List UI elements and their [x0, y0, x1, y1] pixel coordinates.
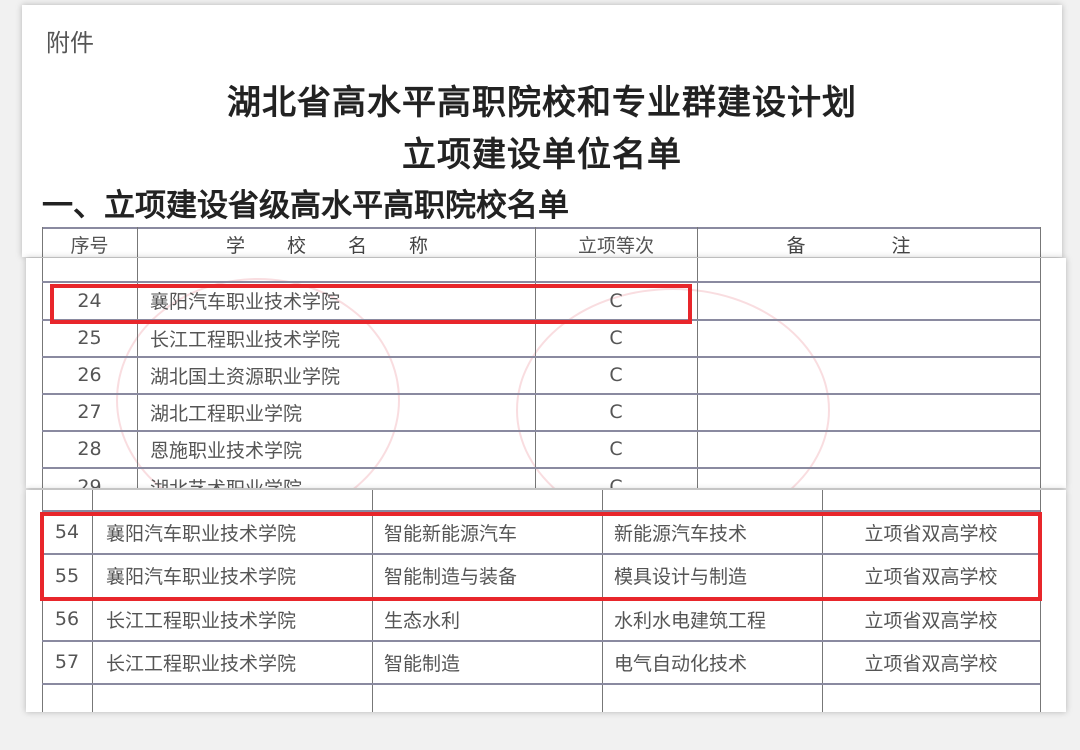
row-note: 立项省双高学校	[864, 609, 998, 632]
row-note: 立项省双高学校	[864, 522, 998, 545]
row-no: 57	[54, 651, 80, 673]
row-level: C	[609, 327, 623, 349]
row-school: 恩施职业技术学院	[150, 439, 303, 462]
row-level: C	[609, 401, 623, 423]
header-no: 序号	[70, 234, 109, 257]
section-heading: 一、立项建设省级高水平高职院校名单	[42, 188, 569, 224]
row-school: 长江工程职业技术学院	[106, 652, 297, 675]
highlight-box	[40, 512, 1042, 601]
row-school: 长江工程职业技术学院	[150, 328, 341, 351]
row-school: 襄阳汽车职业技术学院	[106, 566, 297, 588]
row-no: 54	[54, 521, 80, 543]
row-level: C	[609, 438, 623, 460]
highlight-box	[50, 284, 692, 324]
row-level: C	[609, 476, 623, 488]
row-major: 电气自动化技术	[614, 652, 748, 675]
row-no: 25	[77, 327, 102, 349]
row-major: 水利水电建筑工程	[614, 609, 767, 632]
row-school: 襄阳汽车职业技术学院	[106, 522, 297, 545]
row-group: 智能制造与装备	[384, 566, 518, 588]
row-note: 立项省双高学校	[864, 566, 998, 588]
row-school: 湖北工程职业学院	[150, 402, 303, 425]
row-level: C	[609, 289, 623, 312]
row-no: 24	[77, 289, 102, 312]
row-level: C	[609, 364, 623, 386]
row-no: 27	[77, 401, 102, 423]
row-school: 湖北艺术职业学院	[150, 469, 302, 489]
table1-excerpt-panel: 24 襄阳汽车职业技术学院 C 25 长江工程职业技术学院 C 26 湖北国土资…	[26, 258, 1066, 488]
row-no: 26	[77, 364, 102, 386]
row-no: 56	[54, 608, 80, 630]
document-title-line2: 立项建设单位名单	[402, 135, 682, 175]
row-no: 55	[54, 564, 80, 587]
row-school: 长江工程职业技术学院	[106, 609, 297, 632]
attachment-label: 附件	[46, 29, 94, 57]
row-major: 模具设计与制造	[614, 566, 748, 588]
row-school: 襄阳汽车职业技术学院	[150, 291, 341, 313]
header-school: 学 校 名 称	[225, 234, 447, 257]
row-school: 湖北国土资源职业学院	[150, 365, 341, 388]
row-group: 生态水利	[384, 609, 461, 632]
row-group: 智能制造	[384, 652, 461, 675]
table2-excerpt-panel: 54 襄阳汽车职业技术学院 智能新能源汽车 新能源汽车技术 立项省双高学校 55…	[26, 490, 1066, 712]
header-note: 备 注	[786, 234, 951, 257]
document-title-line1: 湖北省高水平高职院校和专业群建设计划	[227, 83, 857, 123]
row-note: 立项省双高学校	[864, 652, 998, 675]
document-header-panel: 附件 湖北省高水平高职院校和专业群建设计划 立项建设单位名单 一、立项建设省级高…	[22, 5, 1062, 257]
row-no: 29	[77, 476, 102, 488]
header-level: 立项等次	[577, 234, 654, 257]
row-group: 智能新能源汽车	[384, 522, 518, 545]
row-major: 新能源汽车技术	[614, 522, 748, 545]
row-no: 28	[77, 438, 102, 460]
